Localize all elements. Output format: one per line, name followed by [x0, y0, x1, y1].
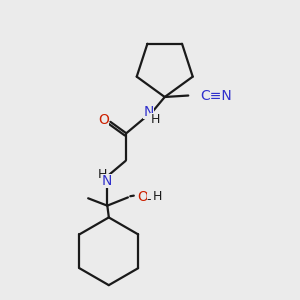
Text: H: H — [153, 190, 162, 203]
Text: N: N — [102, 174, 112, 188]
Text: -: - — [147, 193, 152, 206]
Text: H: H — [98, 168, 108, 181]
Text: C≡N: C≡N — [200, 89, 232, 103]
Text: H: H — [150, 112, 160, 126]
Text: N: N — [143, 105, 154, 119]
Text: O: O — [98, 113, 109, 127]
Text: O: O — [137, 190, 148, 203]
